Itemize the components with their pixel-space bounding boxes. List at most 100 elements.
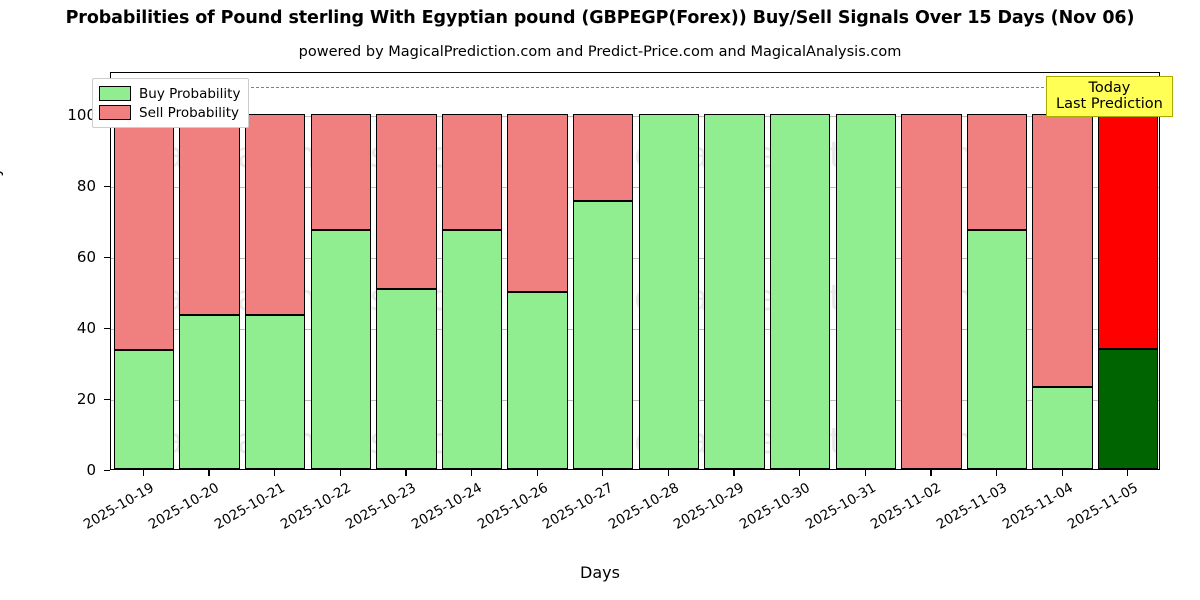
x-tick-mark bbox=[405, 470, 407, 476]
bar-segment-buy bbox=[310, 229, 371, 469]
legend-label-sell: Sell Probability bbox=[139, 104, 240, 121]
gridline bbox=[111, 328, 1159, 330]
y-tick-label: 80 bbox=[76, 176, 96, 195]
gridline bbox=[111, 186, 1159, 188]
x-tick-label: 2025-10-21 bbox=[211, 479, 288, 533]
x-tick-mark bbox=[339, 470, 341, 476]
bar-segment-buy bbox=[638, 113, 699, 469]
x-tick-label: 2025-10-30 bbox=[736, 479, 813, 533]
bar-segment-sell bbox=[310, 113, 371, 230]
bar-group[interactable] bbox=[769, 73, 831, 469]
bar-group[interactable] bbox=[835, 73, 896, 469]
y-tick-label: 60 bbox=[76, 247, 96, 266]
bar-segment-sell bbox=[966, 113, 1028, 230]
y-tick-mark bbox=[104, 256, 110, 258]
x-tick-mark bbox=[864, 470, 866, 476]
chart-subtitle: powered by MagicalPrediction.com and Pre… bbox=[298, 44, 902, 60]
bar-group[interactable] bbox=[573, 73, 634, 469]
bar-segment-sell bbox=[901, 113, 962, 469]
x-tick-label: 2025-10-28 bbox=[605, 479, 682, 533]
y-tick-mark bbox=[104, 327, 110, 330]
bar-segment-sell bbox=[179, 113, 240, 315]
y-axis-label: Probability bbox=[0, 167, 4, 252]
today-annotation-line2: Last Prediction bbox=[1056, 96, 1163, 113]
bar-segment-buy bbox=[835, 113, 896, 469]
x-tick-mark bbox=[930, 470, 932, 476]
gridline bbox=[111, 399, 1159, 401]
bar-group[interactable] bbox=[441, 73, 503, 469]
x-tick-label: 2025-10-31 bbox=[802, 479, 879, 533]
bar-group[interactable] bbox=[507, 73, 568, 469]
x-tick-label: 2025-10-23 bbox=[343, 479, 420, 533]
bar-segment-buy bbox=[441, 229, 503, 469]
bar-segment-sell bbox=[573, 113, 634, 202]
bar-segment-sell bbox=[1098, 113, 1159, 350]
bar-segment-sell bbox=[1032, 113, 1093, 388]
gridline bbox=[111, 115, 1159, 117]
bar-segment-sell bbox=[113, 113, 174, 350]
bar-segment-sell bbox=[376, 113, 437, 290]
x-tick-mark bbox=[995, 470, 998, 476]
y-tick-mark bbox=[104, 398, 110, 401]
x-tick-label: 2025-10-22 bbox=[277, 479, 354, 533]
bar-segment-buy bbox=[113, 349, 174, 469]
x-tick-mark bbox=[602, 470, 604, 476]
x-tick-mark bbox=[667, 470, 669, 476]
bar-group[interactable] bbox=[638, 73, 699, 469]
bar-group[interactable] bbox=[1032, 73, 1093, 469]
x-tick-label: 2025-10-29 bbox=[671, 479, 748, 533]
legend-swatch-sell bbox=[99, 105, 131, 120]
x-tick-mark bbox=[1127, 470, 1129, 476]
bar-segment-buy bbox=[769, 113, 831, 469]
bar-segment-buy bbox=[376, 289, 437, 469]
today-annotation-line1: Today bbox=[1088, 80, 1131, 96]
x-tick-label: 2025-11-05 bbox=[1065, 479, 1142, 533]
bar-segment-buy bbox=[966, 229, 1028, 469]
bar-group[interactable] bbox=[966, 73, 1028, 469]
bar-group[interactable] bbox=[179, 73, 240, 469]
x-tick-mark bbox=[733, 470, 735, 476]
gridline bbox=[111, 257, 1159, 259]
x-tick-mark bbox=[1061, 470, 1063, 476]
x-tick-label: 2025-10-26 bbox=[474, 479, 551, 533]
chart-title: Probabilities of Pound sterling With Egy… bbox=[65, 8, 1135, 28]
today-annotation: Today Last Prediction bbox=[1046, 76, 1173, 118]
x-tick-mark bbox=[142, 470, 144, 476]
bar-group[interactable] bbox=[704, 73, 765, 469]
x-tick-mark bbox=[799, 470, 801, 476]
bar-segment-buy bbox=[704, 113, 765, 469]
bar-group[interactable] bbox=[901, 73, 962, 469]
x-tick-mark bbox=[274, 470, 276, 476]
bar-group[interactable] bbox=[244, 73, 306, 469]
bar-group[interactable] bbox=[376, 73, 437, 469]
legend-label-buy: Buy Probability bbox=[139, 85, 241, 102]
x-tick-label: 2025-10-19 bbox=[80, 479, 157, 533]
bar-segment-sell bbox=[244, 113, 306, 315]
x-tick-mark bbox=[470, 470, 473, 476]
y-tick-mark bbox=[104, 470, 110, 472]
bar-segment-buy bbox=[507, 292, 568, 469]
y-tick-label: 0 bbox=[86, 461, 96, 479]
threshold-line bbox=[111, 87, 1159, 89]
bar-segment-buy bbox=[573, 201, 634, 469]
bar-segment-buy bbox=[1032, 387, 1093, 469]
legend-item-buy: Buy Probability bbox=[99, 84, 240, 103]
y-tick-label: 20 bbox=[76, 389, 96, 408]
bar-group[interactable] bbox=[113, 73, 174, 469]
legend: Buy Probability Sell Probability bbox=[92, 78, 250, 128]
x-tick-label: 2025-11-03 bbox=[933, 479, 1010, 533]
x-tick-mark bbox=[536, 470, 538, 476]
x-tick-label: 2025-10-27 bbox=[540, 479, 617, 533]
legend-swatch-buy bbox=[99, 86, 131, 101]
bar-segment-buy bbox=[1098, 349, 1159, 469]
x-tick-label: 2025-11-04 bbox=[999, 479, 1076, 533]
bar-group[interactable] bbox=[310, 73, 371, 469]
bar-segment-buy bbox=[179, 314, 240, 469]
y-tick-label: 100 bbox=[67, 105, 96, 124]
plot-area: MagicalAnalysis.comMagicalPrediction.com… bbox=[110, 72, 1160, 470]
y-tick-label: 40 bbox=[76, 318, 96, 337]
x-tick-mark bbox=[208, 470, 210, 476]
legend-item-sell: Sell Probability bbox=[99, 103, 240, 122]
bar-group-today[interactable] bbox=[1098, 73, 1159, 469]
